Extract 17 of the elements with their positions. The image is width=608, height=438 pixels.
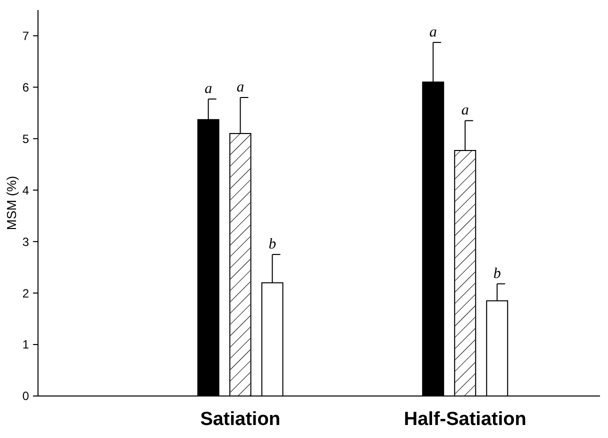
- y-tick-label: 2: [22, 286, 30, 300]
- y-tick-label: 1: [22, 338, 30, 352]
- y-tick-label: 4: [22, 183, 30, 198]
- annotation: a: [461, 102, 469, 119]
- y-tick-label: 5: [22, 132, 30, 146]
- y-tick-label: 7: [22, 28, 30, 43]
- y-axis-title: MSM (%): [4, 176, 19, 230]
- y-tick-label: 3: [22, 234, 30, 249]
- annotation: a: [204, 81, 212, 98]
- annotation: b: [268, 236, 277, 252]
- annotation: a: [236, 79, 244, 96]
- annotation: b: [493, 266, 502, 282]
- x-tick-label: Satiation: [200, 409, 280, 430]
- y-tick-label: 0: [22, 389, 30, 404]
- annotation: a: [429, 24, 437, 40]
- y-tick-label: 6: [22, 80, 30, 94]
- x-tick-label: Half-Satiation: [404, 409, 526, 430]
